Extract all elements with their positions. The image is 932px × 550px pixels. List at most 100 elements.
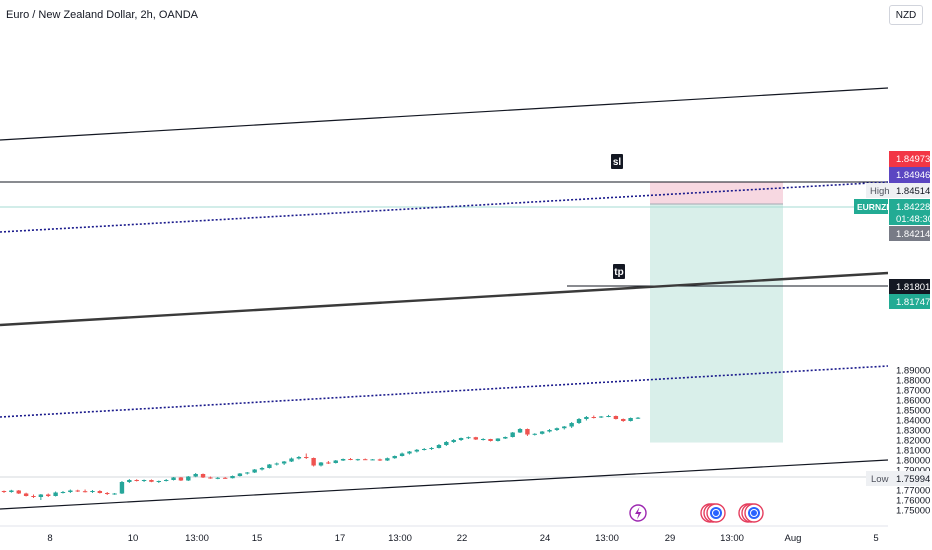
candle-body <box>429 448 434 449</box>
candle <box>429 447 434 450</box>
symbol-tag-text: EURNZD <box>857 202 892 212</box>
candle-body <box>38 494 44 497</box>
tp-line-badge-text: 1.81801 <box>896 282 930 293</box>
lightning-icon[interactable] <box>629 504 647 522</box>
trend-lines[interactable]: sl tp <box>0 87 889 510</box>
candle-body <box>488 439 493 441</box>
event-cluster-icon[interactable] <box>738 503 764 523</box>
inner-top-dotted-line[interactable] <box>0 181 889 233</box>
x-tick-label: 29 <box>665 533 676 544</box>
middle-trendline[interactable] <box>0 271 889 327</box>
candle <box>635 417 641 419</box>
candle <box>562 426 567 430</box>
candle <box>554 427 560 431</box>
tp-annotation-text: tp <box>614 267 623 278</box>
candle-body <box>46 494 51 496</box>
candle <box>163 479 169 482</box>
candle-body <box>274 463 279 465</box>
position-zones <box>650 182 783 443</box>
candle <box>31 494 36 498</box>
candle <box>186 476 191 481</box>
target-badge-text: 1.81747 <box>896 297 930 308</box>
inner-bottom-dotted-line[interactable] <box>0 365 889 418</box>
x-tick-label: 13:00 <box>388 533 412 544</box>
candles <box>1 414 641 500</box>
candle-body <box>510 432 515 437</box>
low-label: Low 1.75994 <box>866 471 930 486</box>
candle <box>473 436 479 440</box>
candle <box>480 438 486 441</box>
event-markers[interactable] <box>629 503 764 523</box>
candle <box>576 418 582 424</box>
y-tick-label: 1.87000 <box>896 386 930 397</box>
candle-body <box>304 457 309 458</box>
candle-body <box>547 430 552 432</box>
candle-body <box>296 457 302 459</box>
candle-body <box>576 419 582 423</box>
candle-body <box>613 416 619 419</box>
candle <box>90 490 95 493</box>
tp-annotation[interactable]: tp <box>613 264 625 279</box>
candle <box>267 464 272 469</box>
candle <box>466 436 471 439</box>
candle-body <box>635 417 641 419</box>
candle-body <box>444 442 449 445</box>
price-axis[interactable]: 1.750001.760001.770001.780001.790001.800… <box>888 0 932 550</box>
candle-body <box>60 492 66 493</box>
candle <box>296 456 302 460</box>
low-label-bg <box>866 471 930 486</box>
y-tick-label: 1.75000 <box>896 506 930 517</box>
candle-body <box>598 416 604 418</box>
candle-body <box>436 445 442 448</box>
candle-body <box>1 491 7 492</box>
candle <box>399 452 405 457</box>
current-price-badge-bg <box>889 199 930 225</box>
candle <box>171 477 176 481</box>
x-tick-label: 13:00 <box>185 533 209 544</box>
time-axis[interactable]: 8 10 13:00 15 17 13:00 22 24 13:00 29 13:00 Aug 5 <box>0 525 888 544</box>
x-tick-label: 10 <box>128 533 139 544</box>
candle-body <box>141 480 147 481</box>
y-tick-label: 1.86000 <box>896 396 930 407</box>
candle-body <box>621 419 626 421</box>
bid-price-badge: 1.84214 <box>889 226 930 241</box>
candle <box>105 492 110 495</box>
candle-body <box>90 491 95 492</box>
candle-body <box>370 459 375 461</box>
candle <box>274 462 279 466</box>
outer-top-trendline[interactable] <box>0 87 889 141</box>
outer-bottom-trendline[interactable] <box>0 459 889 510</box>
symbol-tag-bg <box>854 199 888 214</box>
candle-body <box>127 480 132 482</box>
candle-body <box>16 490 21 494</box>
candle <box>598 416 604 418</box>
candle <box>591 415 596 419</box>
candle-body <box>473 437 479 440</box>
event-cluster-icon[interactable] <box>700 503 726 523</box>
chart-title: Euro / New Zealand Dollar, 2h, OANDA <box>6 9 198 21</box>
candle <box>141 479 147 482</box>
candle-body <box>230 476 235 479</box>
high-label-bg <box>866 183 930 198</box>
x-tick-label: 15 <box>252 533 263 544</box>
candle <box>60 491 66 494</box>
candle <box>75 489 80 492</box>
candle-body <box>363 459 368 461</box>
candle-body <box>414 449 420 452</box>
candle <box>392 455 397 459</box>
x-tick-label: 13:00 <box>720 533 744 544</box>
y-tick-label: 1.77000 <box>896 486 930 497</box>
candle-body <box>451 440 456 442</box>
event-dot-ring <box>712 509 720 517</box>
candle <box>222 477 228 479</box>
candle-body <box>326 462 331 464</box>
candle <box>569 422 574 428</box>
candle <box>53 491 58 497</box>
candle <box>97 490 103 494</box>
candle-body <box>289 458 294 462</box>
sl-annotation[interactable]: sl <box>611 154 623 169</box>
candle-body <box>407 451 412 454</box>
high-value-text: 1.84514 <box>896 186 930 197</box>
currency-button[interactable]: NZD <box>889 5 923 25</box>
